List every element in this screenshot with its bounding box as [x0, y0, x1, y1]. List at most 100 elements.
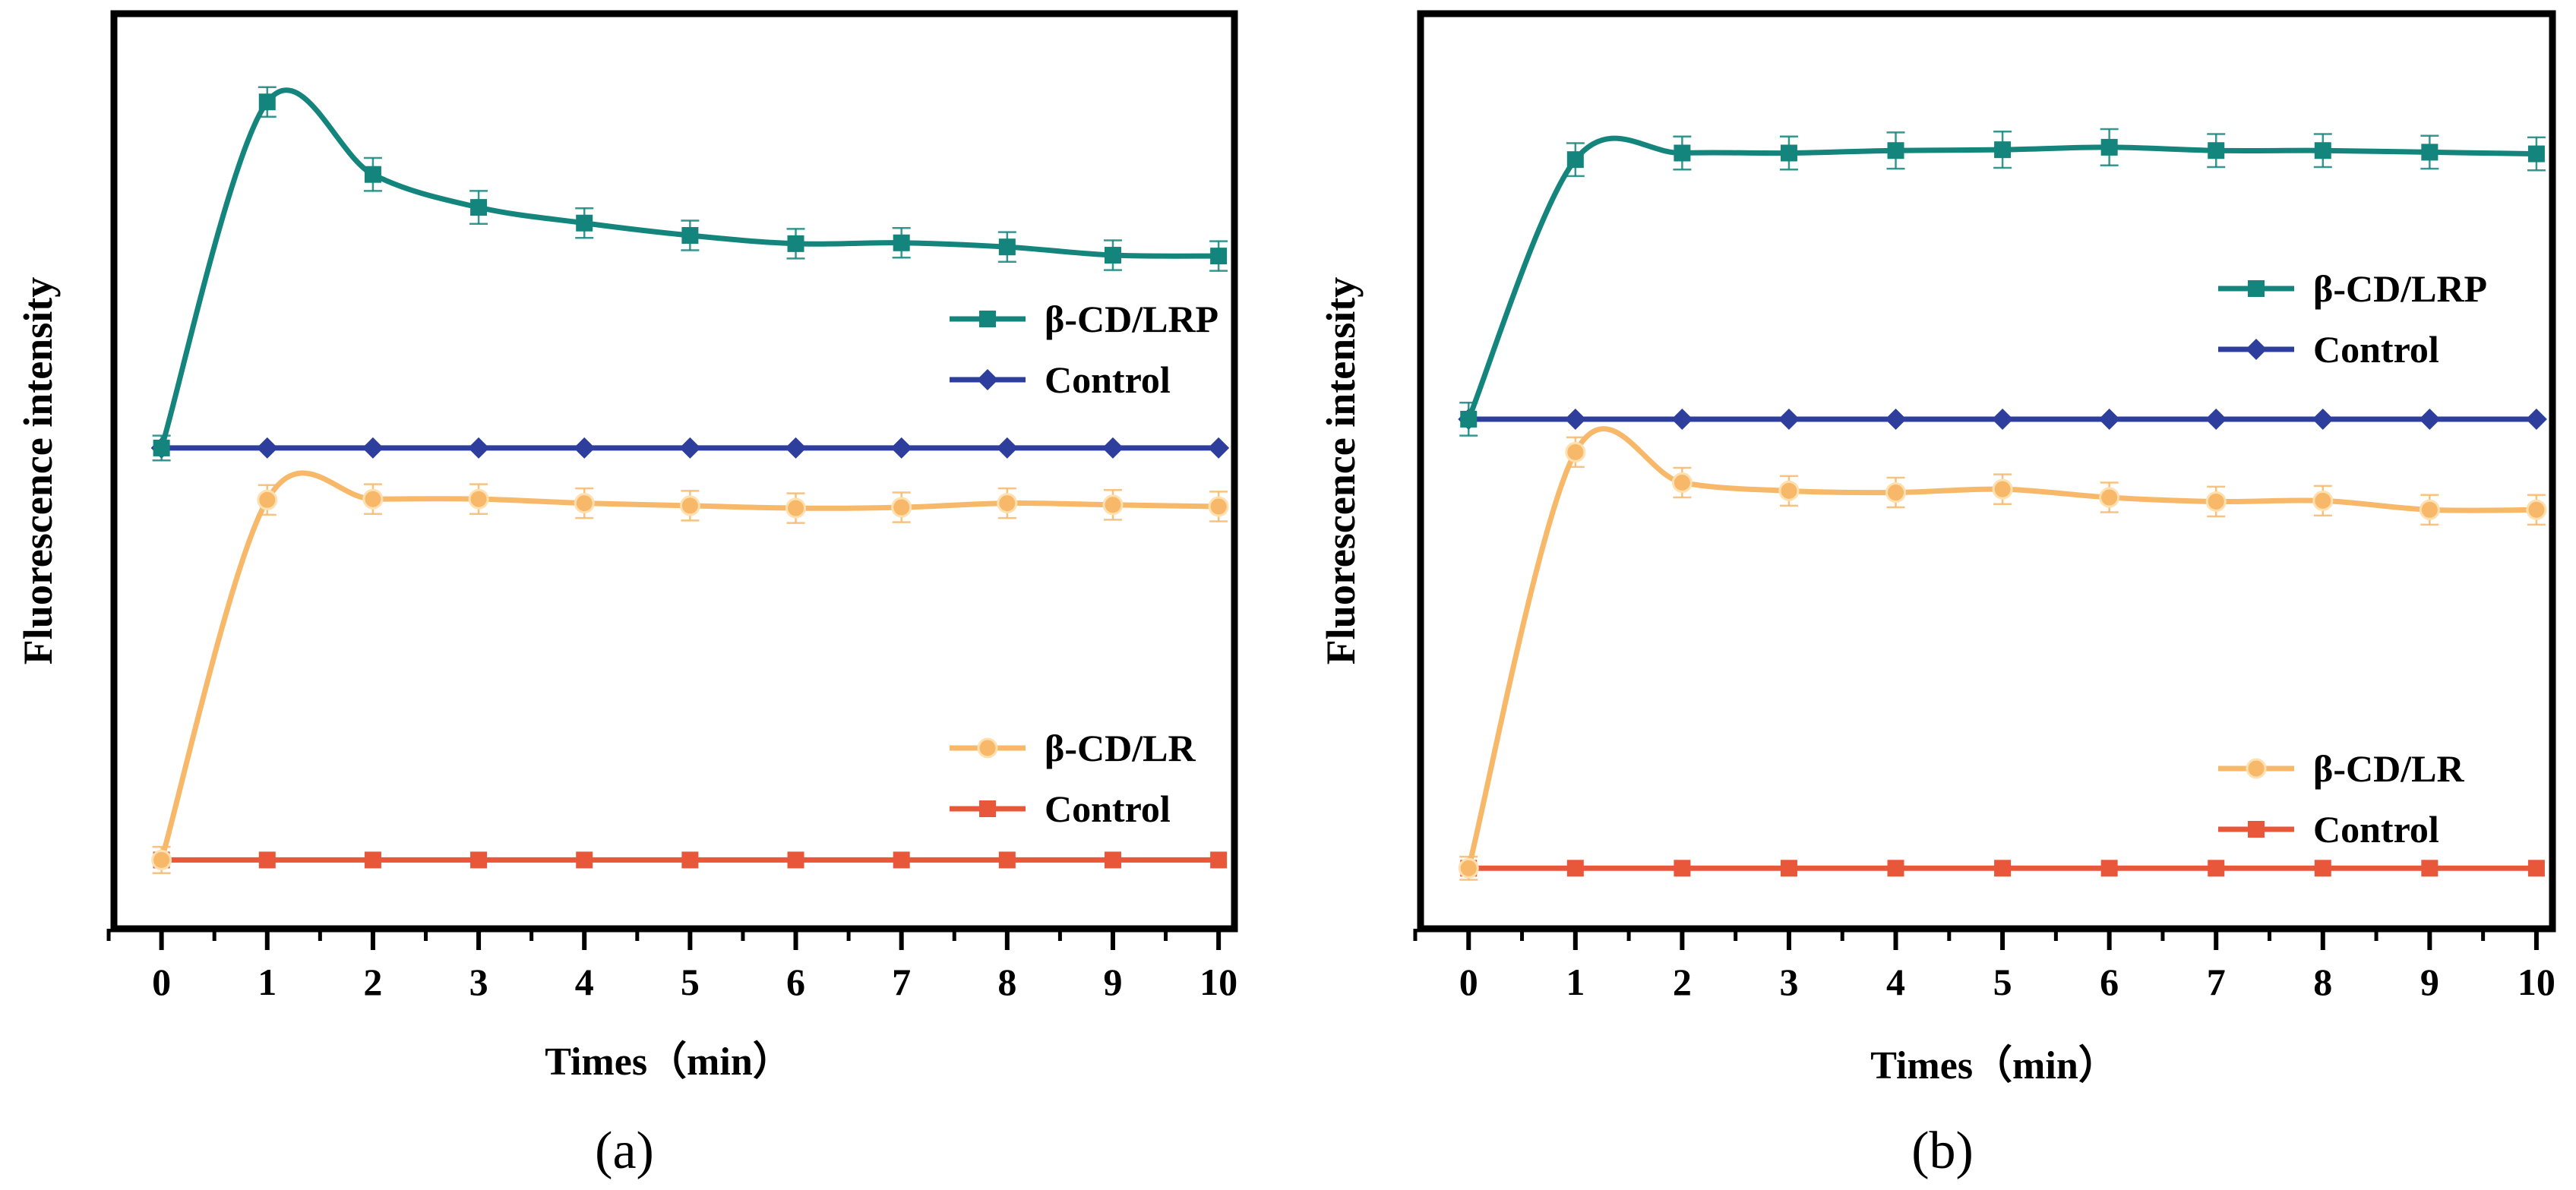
data-point	[1208, 496, 1229, 517]
data-point	[576, 214, 593, 232]
data-point	[893, 234, 910, 251]
data-point	[681, 227, 699, 244]
x-tick-label: 2	[363, 961, 382, 1003]
data-point	[574, 437, 596, 459]
x-tick-label: 3	[469, 961, 488, 1003]
data-point	[258, 93, 276, 111]
plot-frame	[110, 10, 1238, 933]
data-point	[1460, 410, 1478, 428]
data-point	[256, 437, 278, 459]
x-tick-label: 0	[1459, 961, 1478, 1003]
data-point	[2099, 487, 2120, 508]
legend-label: β-CD/LRP	[1045, 298, 1218, 340]
data-point	[1780, 144, 1797, 162]
legend-marker	[979, 311, 996, 327]
data-point	[2421, 860, 2439, 877]
data-point	[1102, 494, 1124, 516]
series-3	[153, 851, 1228, 869]
data-point	[1885, 482, 1907, 503]
x-tick-label: 8	[2313, 961, 2332, 1003]
series-2	[1458, 426, 2547, 881]
data-point	[891, 497, 912, 518]
chart-panel-b: 0 1 2 3 4 5 6 7 8 9 10 β-CD/LRP Control β-CD/LR Contr…	[1288, 0, 2576, 1190]
legend-label: Control	[1045, 358, 1171, 401]
data-point	[2526, 499, 2547, 520]
series-group	[1458, 128, 2547, 881]
legend-marker	[979, 800, 996, 817]
data-point	[2527, 145, 2545, 163]
legend-label: β-CD/LR	[1045, 727, 1196, 769]
legend-marker	[2248, 821, 2265, 838]
data-point	[574, 493, 595, 514]
legend-marker	[2246, 339, 2267, 360]
data-point	[2314, 860, 2331, 877]
data-point	[576, 851, 593, 869]
x-tick-label: 0	[152, 961, 171, 1003]
plot-frame	[1417, 10, 2556, 933]
legend-label: β-CD/LR	[2313, 747, 2464, 790]
data-point	[151, 849, 172, 870]
data-point	[1566, 151, 1584, 169]
data-point	[1210, 851, 1228, 869]
data-point	[2205, 408, 2227, 430]
x-tick-label: 4	[575, 961, 594, 1003]
x-tick-label: 9	[1103, 961, 1122, 1003]
legend-label: β-CD/LRP	[2313, 267, 2487, 310]
legend-marker	[977, 737, 998, 759]
y-axis-label: Fluorescence intensity	[1318, 277, 1364, 664]
legend-marker	[2248, 280, 2265, 297]
data-point	[679, 437, 701, 459]
data-point	[998, 851, 1016, 869]
data-point	[2419, 408, 2441, 430]
data-point	[2314, 142, 2331, 159]
series-group	[150, 86, 1230, 875]
x-tick-label: 7	[892, 961, 911, 1003]
x-tick-label: 6	[2100, 961, 2119, 1003]
data-point	[364, 166, 381, 183]
data-point	[787, 235, 804, 252]
legend: β-CD/LRP Control β-CD/LR Control	[2218, 267, 2487, 851]
data-point	[257, 489, 278, 510]
data-point	[787, 851, 804, 869]
data-point	[1671, 408, 1693, 430]
data-point	[1102, 437, 1124, 459]
data-point	[468, 488, 489, 510]
data-point	[1208, 437, 1230, 459]
data-point	[2205, 491, 2227, 512]
data-point	[2100, 138, 2118, 156]
data-point	[2312, 408, 2334, 430]
data-point	[1671, 472, 1693, 493]
x-axis-label: Times（min）	[545, 1040, 792, 1084]
data-point	[1992, 408, 2014, 430]
x-tick-label: 1	[258, 961, 277, 1003]
chart-b: 0 1 2 3 4 5 6 7 8 9 10 β-CD/LRP Control β-CD/LR Contr…	[1318, 10, 2556, 1180]
panel-label: (a)	[595, 1122, 654, 1180]
x-tick-label: 8	[997, 961, 1016, 1003]
data-point	[1210, 248, 1228, 265]
x-axis-ticks: 0 1 2 3 4 5 6 7 8 9 10	[1413, 929, 2555, 1003]
series-0	[152, 86, 1228, 462]
legend: β-CD/LRP Control β-CD/LR Control	[950, 298, 1218, 830]
chart-panel-a: 0 1 2 3 4 5 6 7 8 9 10 β-CD/LRP Control β-CD/LR Contr…	[15, 10, 1238, 1180]
x-tick-label: 10	[1199, 961, 1237, 1003]
data-point	[2527, 860, 2545, 877]
data-point	[2208, 142, 2225, 159]
legend-label: Control	[2313, 808, 2439, 851]
data-point	[997, 493, 1018, 514]
data-point	[2100, 860, 2118, 877]
series-1	[1458, 408, 2547, 430]
x-tick-label: 2	[1673, 961, 1692, 1003]
series-1	[150, 437, 1230, 459]
data-point	[1885, 408, 1907, 430]
data-point	[362, 437, 384, 459]
data-point	[2525, 408, 2547, 430]
panel-label: (b)	[1911, 1122, 1974, 1180]
data-point	[258, 851, 276, 869]
data-point	[1778, 408, 1800, 430]
x-tick-label: 6	[786, 961, 805, 1003]
data-point	[2098, 408, 2120, 430]
data-point	[1994, 860, 2012, 877]
data-point	[1994, 141, 2012, 159]
data-point	[470, 851, 488, 869]
x-tick-label: 5	[1993, 961, 2012, 1003]
